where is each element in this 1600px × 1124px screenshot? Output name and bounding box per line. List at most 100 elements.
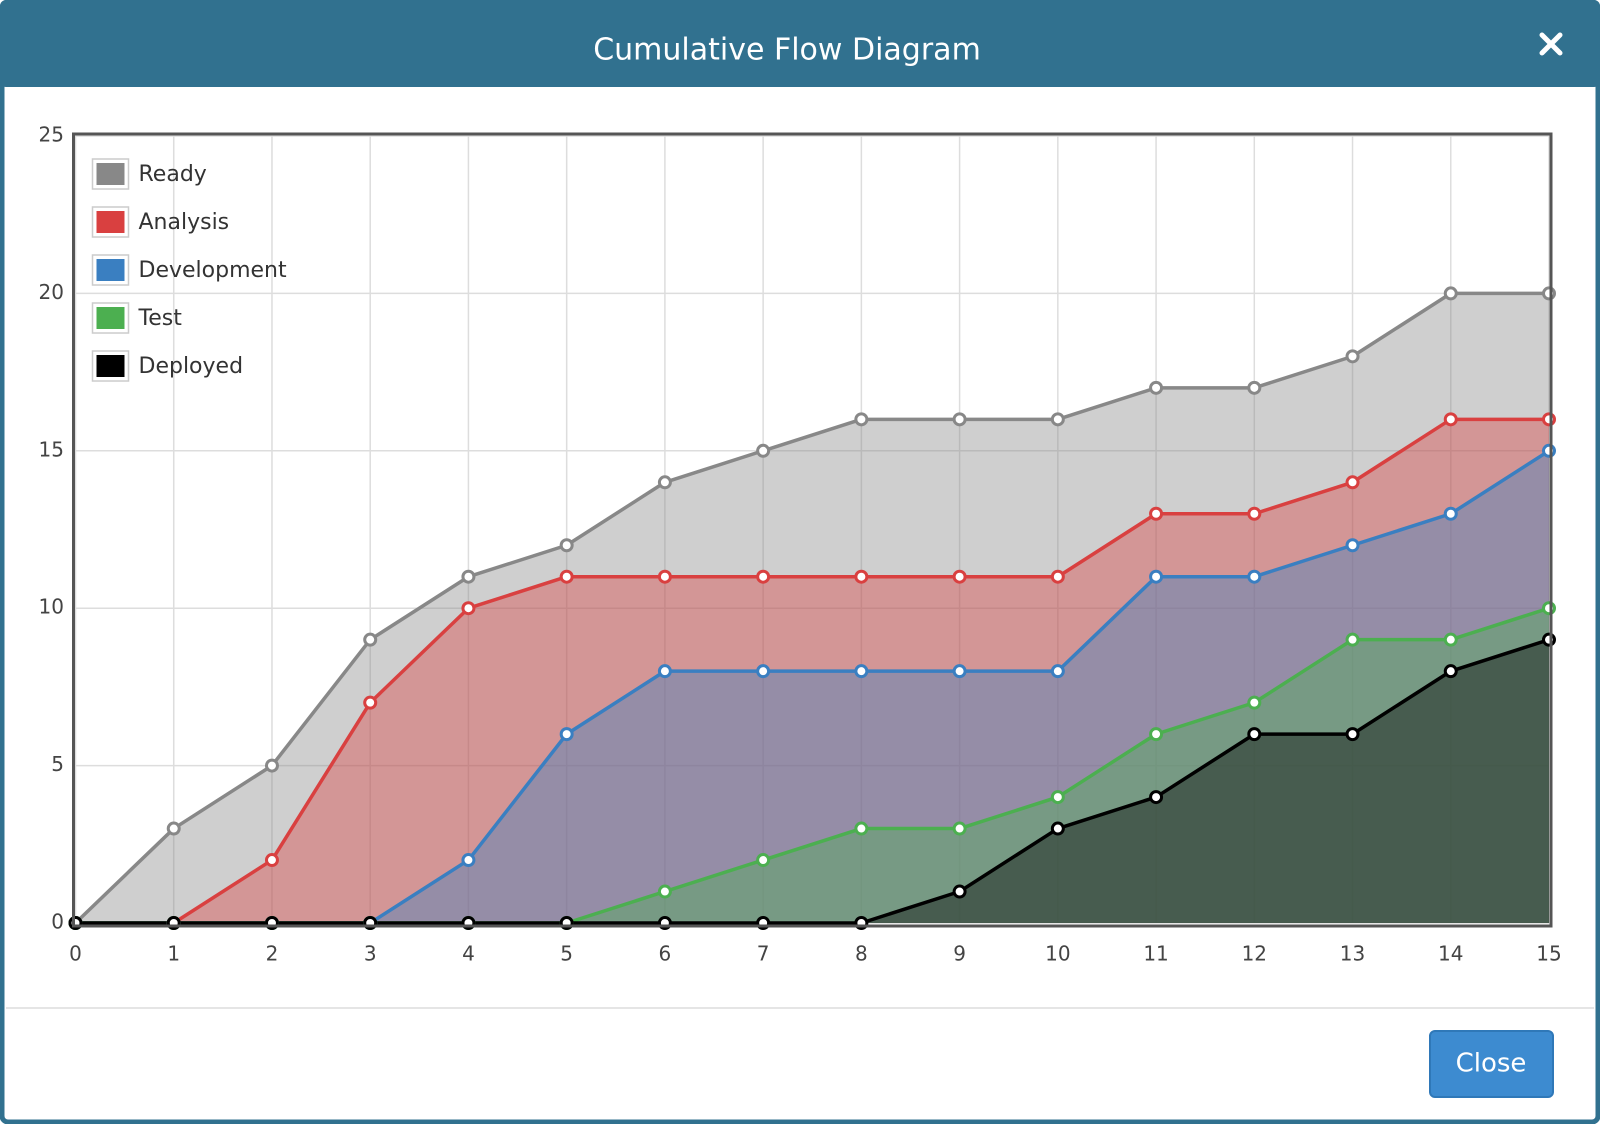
legend-swatch [96, 259, 125, 281]
point [1345, 538, 1360, 553]
point [756, 443, 771, 458]
point [657, 884, 672, 899]
point [854, 821, 869, 836]
x-tick-label: 12 [1242, 942, 1267, 966]
area [75, 639, 1549, 923]
area [75, 450, 1549, 923]
legend-swatch [96, 211, 125, 233]
plot-background [73, 134, 1551, 926]
y-tick-label: 25 [39, 123, 64, 147]
y-tick-label: 15 [39, 437, 64, 461]
point [1345, 727, 1360, 742]
point [952, 569, 967, 584]
point [756, 569, 771, 584]
x-tick-label: 3 [364, 942, 377, 966]
point [461, 569, 476, 584]
area [75, 293, 1549, 923]
point [1050, 790, 1065, 805]
point [854, 412, 869, 427]
point [952, 821, 967, 836]
legend-label: Analysis [139, 210, 230, 235]
x-tick-label: 9 [953, 942, 966, 966]
point [657, 569, 672, 584]
point [1443, 286, 1458, 301]
legend-label: Ready [139, 162, 207, 187]
chart: 0 1 2 3 4 5 6 7 8 9 10 11 12 13 14 150510152025ReadyAna… [39, 123, 1562, 966]
point [1247, 569, 1262, 584]
legend-label: Development [139, 258, 287, 283]
point [854, 664, 869, 679]
point [1542, 412, 1556, 427]
point [1247, 380, 1262, 395]
point [1050, 569, 1065, 584]
close-button-label[interactable]: Close [1456, 1049, 1527, 1079]
point [1345, 632, 1360, 647]
point [1443, 412, 1458, 427]
x-tick-label: 11 [1143, 942, 1168, 966]
plot-border [72, 132, 1553, 928]
point [363, 695, 378, 710]
point [1443, 664, 1458, 679]
point [1542, 601, 1556, 616]
point [1149, 727, 1164, 742]
y-tick-label: 20 [39, 280, 64, 304]
point [1345, 475, 1360, 490]
x-tick-label: 2 [266, 942, 279, 966]
x-tick-label: 13 [1340, 942, 1365, 966]
line [74, 291, 1549, 925]
legend-swatch [96, 355, 125, 377]
point [1050, 412, 1065, 427]
close-button[interactable]: Close [1429, 1030, 1554, 1098]
point [1149, 569, 1164, 584]
legend-swatch [96, 163, 125, 185]
point [1050, 664, 1065, 679]
close-icon[interactable] [1539, 32, 1563, 56]
dialog-header [0, 0, 1600, 87]
point [1149, 380, 1164, 395]
point [952, 412, 967, 427]
legend-item: Ready [91, 158, 207, 190]
x-tick-label: 0 [69, 942, 82, 966]
point [559, 569, 574, 584]
x-tick-label: 6 [659, 942, 672, 966]
point [1443, 632, 1458, 647]
legend-swatch [96, 307, 125, 329]
x-tick-label: 14 [1438, 942, 1463, 966]
point [657, 475, 672, 490]
point [1542, 443, 1556, 458]
point [363, 632, 378, 647]
point [1345, 349, 1360, 364]
x-tick-label: 15 [1536, 942, 1561, 966]
legend-item: Analysis [91, 206, 230, 238]
point [1247, 506, 1262, 521]
x-tick-label: 8 [855, 942, 868, 966]
area [75, 608, 1549, 923]
point [854, 569, 869, 584]
point [461, 601, 476, 616]
y-tick-label: 0 [51, 910, 64, 934]
point [952, 664, 967, 679]
legend-item: Deployed [91, 350, 244, 382]
x-tick-label: 1 [167, 942, 180, 966]
point [1247, 695, 1262, 710]
point [1443, 506, 1458, 521]
legend-item: Development [91, 254, 287, 286]
point [166, 821, 181, 836]
point [952, 884, 967, 899]
y-tick-label: 10 [39, 595, 64, 619]
legend-label: Test [138, 306, 183, 331]
legend-label: Deployed [139, 354, 244, 379]
point [1542, 632, 1556, 647]
point [1542, 286, 1556, 301]
point [264, 853, 279, 868]
x-tick-label: 5 [560, 942, 573, 966]
point [1050, 821, 1065, 836]
point [657, 664, 672, 679]
line [75, 417, 1549, 925]
point [1149, 506, 1164, 521]
point [756, 664, 771, 679]
x-tick-label: 4 [462, 942, 475, 966]
point [559, 538, 574, 553]
